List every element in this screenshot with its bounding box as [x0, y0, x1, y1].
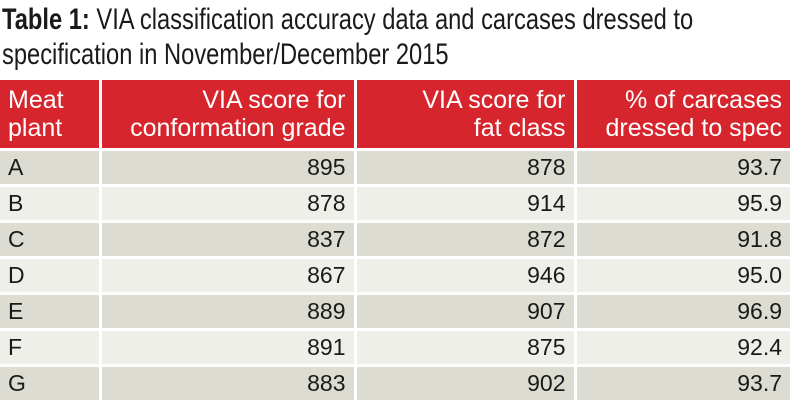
plant-cell: A: [0, 148, 100, 186]
value-cell: 902: [353, 364, 575, 400]
header-line: fat class: [473, 114, 566, 142]
table-row: D 867 946 95.0: [0, 256, 790, 294]
value-cell: 96.9: [573, 292, 790, 330]
table-row: G 883 902 93.7: [0, 364, 790, 400]
table-title: Table 1: VIA classification accuracy dat…: [2, 2, 790, 72]
header-line: plant: [8, 114, 63, 142]
value-cell: 875: [353, 328, 575, 366]
title-label: Table 1:: [2, 3, 90, 36]
value-cell: 883: [98, 364, 355, 400]
value-cell: 91.8: [573, 220, 790, 258]
plant-cell: C: [0, 220, 100, 258]
table-body: A 895 878 93.7 B 878 914 95.9 C 837 872 91.8 D 867 946…: [0, 148, 790, 400]
title-text: VIA classification accuracy data and car…: [96, 3, 694, 36]
data-table: Meat plant VIA score for conformation grade…: [0, 80, 790, 400]
title-line: Table 1: VIA classification accuracy dat…: [2, 2, 790, 37]
header-line: Meat: [8, 86, 64, 114]
value-cell: 895: [98, 148, 355, 186]
value-cell: 867: [98, 256, 355, 294]
header-cell: VIA score for fat class: [353, 80, 575, 150]
title-line: specification in November/December 2015: [2, 38, 449, 71]
value-cell: 92.4: [573, 328, 790, 366]
value-cell: 872: [353, 220, 575, 258]
value-cell: 907: [353, 292, 575, 330]
value-cell: 93.7: [573, 148, 790, 186]
header-cell: Meat plant: [0, 80, 100, 150]
header-line: VIA score for: [202, 86, 346, 114]
plant-cell: B: [0, 184, 100, 222]
value-cell: 914: [353, 184, 575, 222]
value-cell: 93.7: [573, 364, 790, 400]
header-line: VIA score for: [422, 86, 566, 114]
table-row: E 889 907 96.9: [0, 292, 790, 330]
plant-cell: D: [0, 256, 100, 294]
table-row: C 837 872 91.8: [0, 220, 790, 258]
header-cell: % of carcases dressed to spec: [573, 80, 790, 150]
value-cell: 837: [98, 220, 355, 258]
value-cell: 878: [98, 184, 355, 222]
header-line: dressed to spec: [605, 114, 783, 142]
header-line: % of carcases: [624, 86, 782, 114]
table-row: B 878 914 95.9: [0, 184, 790, 222]
table-row: A 895 878 93.7: [0, 148, 790, 186]
table-row: F 891 875 92.4: [0, 328, 790, 366]
plant-cell: F: [0, 328, 100, 366]
plant-cell: G: [0, 364, 100, 400]
header-cell: VIA score for conformation grade: [98, 80, 355, 150]
value-cell: 878: [353, 148, 575, 186]
plant-cell: E: [0, 292, 100, 330]
value-cell: 946: [353, 256, 575, 294]
value-cell: 95.0: [573, 256, 790, 294]
value-cell: 889: [98, 292, 355, 330]
value-cell: 891: [98, 328, 355, 366]
value-cell: 95.9: [573, 184, 790, 222]
header-row: Meat plant VIA score for conformation grade…: [0, 80, 790, 150]
header-line: conformation grade: [130, 114, 346, 142]
